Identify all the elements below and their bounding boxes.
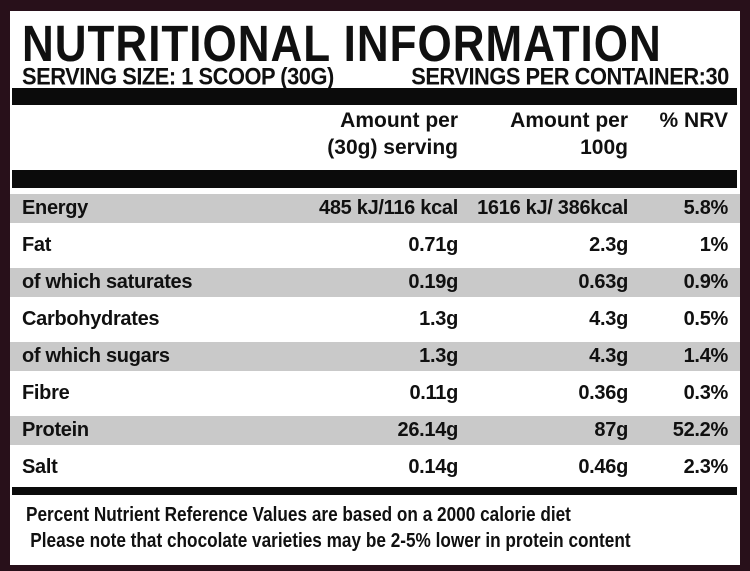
nrv-value: 1.4%: [683, 345, 729, 367]
table-row: Protein 26.14g 87g 52.2%: [10, 412, 740, 449]
nrv-value: 0.3%: [683, 382, 729, 404]
nutrient-name: Energy: [22, 197, 89, 219]
footnotes: Percent Nutrient Reference Values are ba…: [26, 502, 728, 554]
page-title: NUTRITIONAL INFORMATION: [22, 15, 662, 73]
divider-bar-header: [12, 170, 737, 188]
per-serving-value: 0.19g: [408, 271, 458, 293]
nutrient-name: Fibre: [22, 382, 70, 404]
nrv-value: 1%: [699, 234, 729, 256]
per-serving-value: 1.3g: [419, 345, 458, 367]
per-serving-value: 0.71g: [408, 234, 458, 256]
per-serving-value: 485 kJ/116 kcal: [319, 197, 458, 219]
per-100g-value: 4.3g: [589, 308, 628, 330]
nutrient-name: Protein: [22, 419, 89, 441]
table-row: Carbohydrates 1.3g 4.3g 0.5%: [10, 301, 740, 338]
per-100g-value: 0.36g: [578, 382, 628, 404]
header-amount-per-serving: Amount per (30g) serving: [273, 107, 458, 161]
nutrient-name: Carbohydrates: [22, 308, 160, 330]
nutrition-label: NUTRITIONAL INFORMATION SERVING SIZE: 1 …: [10, 11, 740, 565]
table-row: Energy 485 kJ/116 kcal 1616 kJ/ 386kcal …: [10, 190, 740, 227]
servings-per-container-label: SERVINGS PER CONTAINER:30: [411, 62, 729, 90]
per-100g-value: 0.46g: [578, 456, 628, 478]
table-row: Salt 0.14g 0.46g 2.3%: [10, 449, 740, 486]
per-serving-value: 1.3g: [419, 308, 458, 330]
table-row: of which saturates 0.19g 0.63g 0.9%: [10, 264, 740, 301]
per-100g-value: 87g: [594, 419, 628, 441]
header-amount-per-serving-line1: Amount per: [340, 109, 458, 132]
header-amount-per-100g-line2: 100g: [580, 136, 628, 159]
nutrient-name: Fat: [22, 234, 52, 256]
header-amount-per-100g: Amount per 100g: [458, 107, 628, 161]
table-header-row: Amount per (30g) serving Amount per 100g…: [10, 107, 740, 161]
table-row: of which sugars 1.3g 4.3g 1.4%: [10, 338, 740, 375]
per-100g-value: 4.3g: [589, 345, 628, 367]
serving-size-label: SERVING SIZE: 1 SCOOP (30G): [22, 62, 334, 90]
footnote-chocolate-note: Please note that chocolate varieties may…: [30, 530, 631, 552]
divider-bar-top: [12, 88, 737, 105]
header-amount-per-100g-line1: Amount per: [510, 109, 628, 132]
footnote-nrv-basis: Percent Nutrient Reference Values are ba…: [26, 504, 571, 526]
nrv-value: 2.3%: [683, 456, 729, 478]
nutrient-name: Salt: [22, 456, 58, 478]
nrv-value: 0.9%: [683, 271, 729, 293]
table-row: Fibre 0.11g 0.36g 0.3%: [10, 375, 740, 412]
per-100g-value: 2.3g: [589, 234, 628, 256]
nutrient-name: of which sugars: [22, 345, 170, 367]
header-amount-per-serving-line2: (30g) serving: [327, 136, 458, 159]
per-100g-value: 0.63g: [578, 271, 628, 293]
per-serving-value: 0.11g: [409, 382, 458, 404]
nrv-value: 0.5%: [683, 308, 729, 330]
per-serving-value: 0.14g: [408, 456, 458, 478]
nrv-value: 5.8%: [683, 197, 729, 219]
divider-bar-bottom: [12, 487, 737, 495]
header-nrv: % NRV: [659, 109, 728, 132]
per-100g-value: 1616 kJ/ 386kcal: [477, 197, 628, 219]
serving-info-row: SERVING SIZE: 1 SCOOP (30G) SERVINGS PER…: [22, 61, 729, 90]
nutrient-name: of which saturates: [22, 271, 193, 293]
per-serving-value: 26.14g: [397, 419, 459, 441]
table-body: Energy 485 kJ/116 kcal 1616 kJ/ 386kcal …: [10, 190, 740, 486]
nrv-value: 52.2%: [672, 419, 729, 441]
table-row: Fat 0.71g 2.3g 1%: [10, 227, 740, 264]
